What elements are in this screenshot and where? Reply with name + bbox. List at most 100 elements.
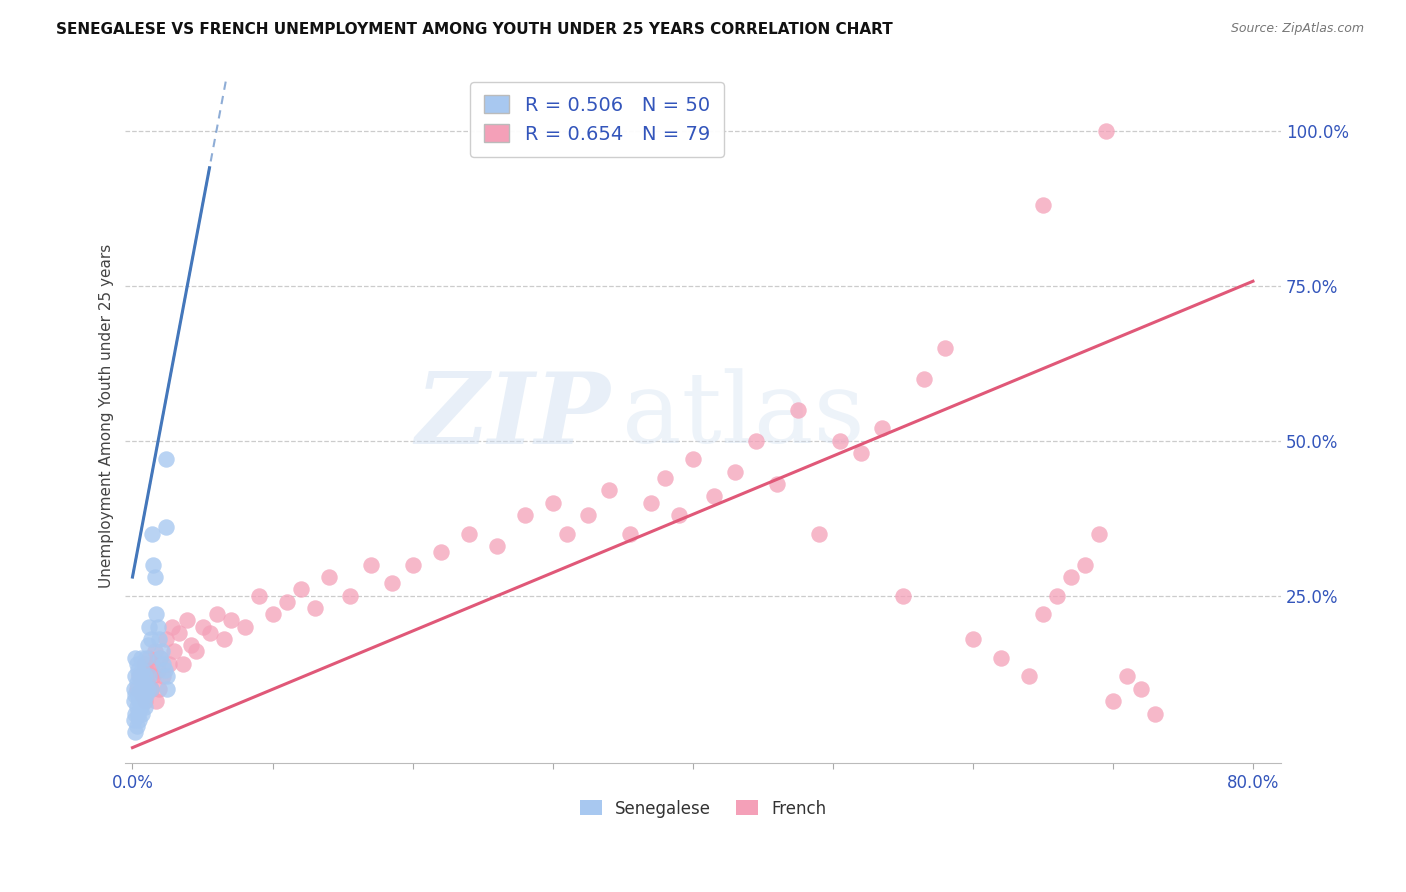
- Point: [163, 644, 186, 658]
- Point: [129, 650, 152, 665]
- Point: [122, 694, 145, 708]
- Y-axis label: Unemployment Among Youth under 25 years: Unemployment Among Youth under 25 years: [100, 244, 114, 588]
- Point: [485, 539, 508, 553]
- Point: [198, 626, 221, 640]
- Point: [152, 669, 174, 683]
- Point: [128, 713, 150, 727]
- Point: [135, 663, 157, 677]
- Point: [290, 582, 312, 597]
- Point: [131, 688, 153, 702]
- Point: [457, 526, 479, 541]
- Point: [1115, 669, 1137, 683]
- Point: [786, 402, 808, 417]
- Point: [1018, 669, 1040, 683]
- Legend: Senegalese, French: Senegalese, French: [574, 793, 832, 824]
- Point: [138, 650, 160, 665]
- Point: [155, 452, 177, 467]
- Point: [124, 725, 146, 739]
- Point: [1095, 123, 1118, 137]
- Point: [138, 669, 160, 683]
- Point: [145, 607, 167, 622]
- Text: ZIP: ZIP: [416, 368, 610, 464]
- Point: [381, 576, 404, 591]
- Point: [125, 681, 148, 696]
- Point: [134, 669, 156, 683]
- Point: [1143, 706, 1166, 721]
- Point: [513, 508, 536, 522]
- Point: [125, 657, 148, 671]
- Point: [132, 675, 155, 690]
- Point: [139, 681, 162, 696]
- Point: [152, 657, 174, 671]
- Point: [668, 508, 690, 522]
- Point: [142, 558, 165, 572]
- Point: [184, 644, 207, 658]
- Point: [180, 638, 202, 652]
- Point: [136, 681, 159, 696]
- Point: [141, 526, 163, 541]
- Point: [654, 471, 676, 485]
- Point: [1102, 694, 1125, 708]
- Point: [212, 632, 235, 646]
- Point: [129, 700, 152, 714]
- Point: [1088, 526, 1111, 541]
- Point: [576, 508, 599, 522]
- Point: [745, 434, 768, 448]
- Point: [135, 650, 157, 665]
- Point: [191, 620, 214, 634]
- Point: [640, 496, 662, 510]
- Point: [127, 688, 149, 702]
- Point: [891, 589, 914, 603]
- Point: [149, 650, 172, 665]
- Point: [962, 632, 984, 646]
- Point: [541, 496, 564, 510]
- Point: [262, 607, 284, 622]
- Point: [724, 465, 747, 479]
- Point: [1046, 589, 1069, 603]
- Point: [134, 694, 156, 708]
- Point: [128, 694, 150, 708]
- Point: [134, 700, 156, 714]
- Text: SENEGALESE VS FRENCH UNEMPLOYMENT AMONG YOUTH UNDER 25 YEARS CORRELATION CHART: SENEGALESE VS FRENCH UNEMPLOYMENT AMONG …: [56, 22, 893, 37]
- Point: [138, 620, 160, 634]
- Point: [135, 688, 157, 702]
- Point: [125, 719, 148, 733]
- Point: [233, 620, 256, 634]
- Point: [1060, 570, 1083, 584]
- Point: [127, 706, 149, 721]
- Point: [205, 607, 228, 622]
- Point: [934, 341, 956, 355]
- Point: [849, 446, 872, 460]
- Point: [122, 713, 145, 727]
- Point: [139, 681, 162, 696]
- Point: [125, 700, 148, 714]
- Point: [148, 632, 170, 646]
- Point: [172, 657, 194, 671]
- Text: atlas: atlas: [623, 368, 865, 464]
- Point: [145, 694, 167, 708]
- Point: [276, 595, 298, 609]
- Point: [125, 675, 148, 690]
- Point: [131, 663, 153, 677]
- Point: [122, 681, 145, 696]
- Point: [143, 570, 166, 584]
- Point: [157, 657, 180, 671]
- Point: [139, 632, 162, 646]
- Point: [401, 558, 423, 572]
- Point: [156, 681, 179, 696]
- Point: [247, 589, 270, 603]
- Point: [167, 626, 190, 640]
- Point: [682, 452, 704, 467]
- Point: [160, 620, 183, 634]
- Point: [124, 669, 146, 683]
- Point: [155, 520, 177, 534]
- Point: [136, 638, 159, 652]
- Point: [153, 663, 176, 677]
- Point: [124, 706, 146, 721]
- Point: [148, 681, 170, 696]
- Point: [990, 650, 1012, 665]
- Point: [703, 490, 725, 504]
- Point: [127, 663, 149, 677]
- Point: [828, 434, 851, 448]
- Point: [339, 589, 361, 603]
